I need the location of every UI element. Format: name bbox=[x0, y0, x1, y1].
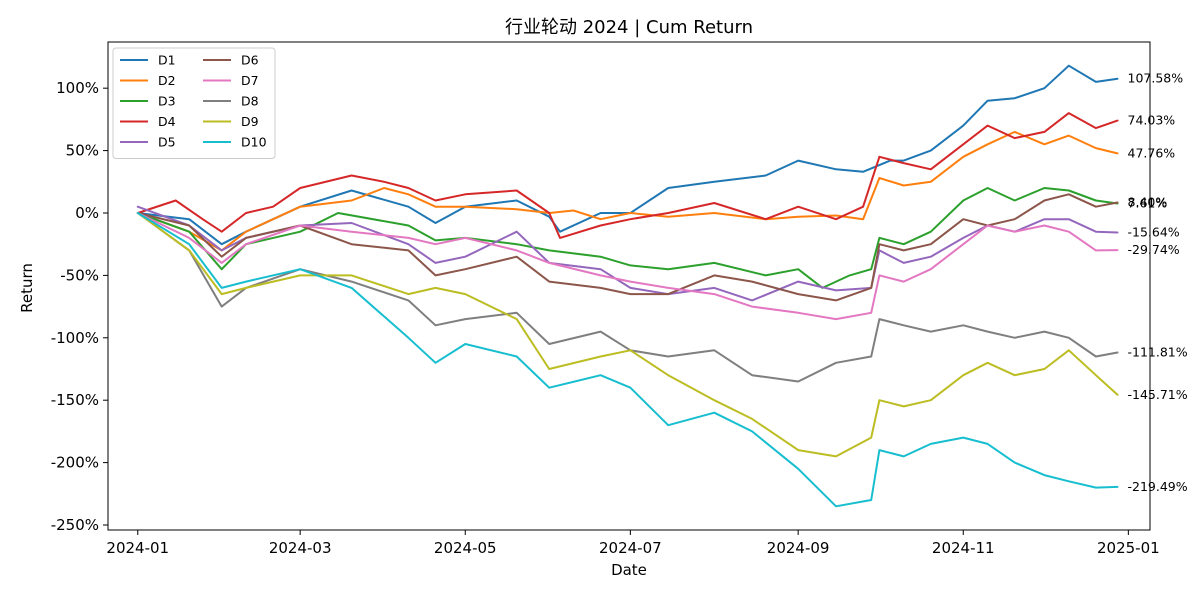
series-line-d3 bbox=[136, 187, 1119, 289]
legend-label-d5: D5 bbox=[158, 135, 176, 150]
y-tick-label: -200% bbox=[51, 454, 99, 472]
series-line-d6 bbox=[136, 193, 1119, 302]
series-line-d2 bbox=[136, 130, 1119, 252]
legend-label-d6: D6 bbox=[241, 53, 259, 68]
x-tick-label: 2024-05 bbox=[434, 539, 497, 557]
x-tick-label: 2024-03 bbox=[269, 539, 332, 557]
x-tick-label: 2024-09 bbox=[767, 539, 830, 557]
series-line-d7 bbox=[136, 212, 1119, 321]
end-label-d9: -145.71% bbox=[1128, 387, 1188, 402]
end-label-d1: 107.58% bbox=[1128, 71, 1184, 86]
chart-title: 行业轮动 2024 | Cum Return bbox=[505, 17, 753, 38]
y-tick-label: -250% bbox=[51, 516, 99, 534]
series-line-d4 bbox=[136, 112, 1119, 239]
end-label-d5: -15.64% bbox=[1128, 225, 1180, 240]
plot-area: 107.58% 47.76% 7.61% 74.03% -15.64% 8.40% -29.… bbox=[136, 64, 1188, 508]
end-label-d6: 8.40% bbox=[1128, 195, 1168, 210]
plot-frame bbox=[107, 41, 1151, 531]
y-tick-label: -50% bbox=[60, 266, 99, 284]
y-tick-label: -100% bbox=[51, 329, 99, 347]
x-tick-label: 2025-01 bbox=[1097, 539, 1160, 557]
legend-label-d10: D10 bbox=[241, 135, 267, 150]
legend-box bbox=[112, 47, 276, 159]
legend-label-d1: D1 bbox=[158, 53, 176, 68]
series-lines bbox=[136, 64, 1119, 508]
y-tick-label: 0% bbox=[75, 204, 99, 222]
end-label-d10: -219.49% bbox=[1128, 479, 1188, 494]
x-tick-label: 2024-07 bbox=[599, 539, 662, 557]
axes: 2024-01 2024-03 2024-05 2024-07 2024-09 2024-… bbox=[51, 41, 1160, 557]
series-line-d10 bbox=[136, 212, 1119, 508]
x-axis-label: Date bbox=[611, 561, 647, 579]
legend: D1 D2 D3 D4 D5 D6 D7 D8 D9 D10 bbox=[112, 47, 276, 159]
legend-label-d2: D2 bbox=[158, 73, 176, 88]
series-line-d8 bbox=[136, 212, 1119, 383]
x-tick-label: 2024-01 bbox=[106, 539, 169, 557]
end-label-d2: 47.76% bbox=[1128, 145, 1176, 160]
y-tick-label: 100% bbox=[56, 79, 99, 97]
end-label-d8: -111.81% bbox=[1128, 345, 1188, 360]
legend-label-d3: D3 bbox=[158, 94, 176, 109]
x-tick-label: 2024-11 bbox=[932, 539, 995, 557]
y-tick-label: 50% bbox=[66, 142, 99, 160]
legend-label-d9: D9 bbox=[241, 114, 259, 129]
end-label-d7: -29.74% bbox=[1128, 242, 1180, 257]
legend-label-d4: D4 bbox=[158, 114, 176, 129]
series-line-d9 bbox=[136, 212, 1119, 458]
y-tick-label: -150% bbox=[51, 391, 99, 409]
y-axis-label: Return bbox=[18, 263, 36, 313]
legend-label-d8: D8 bbox=[241, 94, 259, 109]
end-label-d3: 7.61% bbox=[1128, 195, 1168, 210]
series-line-d1 bbox=[136, 64, 1119, 246]
end-label-d4: 74.03% bbox=[1128, 113, 1176, 128]
legend-label-d7: D7 bbox=[241, 73, 259, 88]
